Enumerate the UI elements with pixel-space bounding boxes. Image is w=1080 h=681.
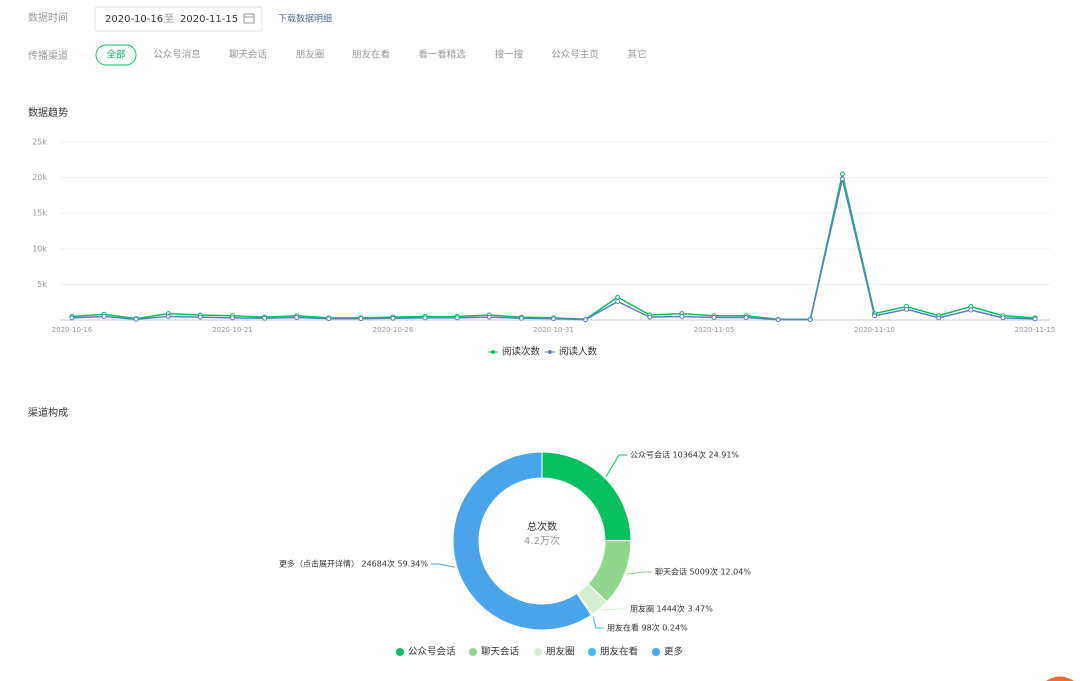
- legend-marker[interactable]: [469, 648, 477, 656]
- end-date[interactable]: 2020-11-15: [180, 14, 238, 25]
- series-point: [839, 176, 845, 182]
- date-range-box[interactable]: [94, 6, 263, 32]
- center-value: 4.2万次: [524, 534, 560, 547]
- channel-tab[interactable]: 聊天会话: [229, 49, 268, 61]
- download-link[interactable]: 下载数据明细: [278, 13, 332, 25]
- legend-label[interactable]: 朋友在看: [600, 646, 638, 658]
- leader-line: [626, 571, 652, 575]
- leader-line: [605, 454, 627, 477]
- channel-tab[interactable]: 公众号主页: [551, 49, 599, 61]
- y-tick-label: 25k: [32, 138, 47, 147]
- channel-tab[interactable]: 朋友圈: [296, 49, 325, 61]
- y-tick-label: 15k: [32, 209, 47, 218]
- series-point: [518, 315, 524, 321]
- x-tick-label: 2020-10-16: [52, 326, 93, 334]
- y-tick-label: 10k: [32, 244, 47, 253]
- series-point: [422, 315, 428, 321]
- series-point: [904, 306, 910, 312]
- series-point: [230, 315, 235, 321]
- channel-tab[interactable]: 看一看精选: [418, 49, 466, 61]
- series-point: [775, 317, 781, 323]
- series-point: [390, 315, 396, 321]
- x-tick-label: 2020-10-31: [533, 326, 574, 334]
- legend-label[interactable]: 公众号会话: [408, 646, 456, 658]
- donut-slice[interactable]: [452, 451, 592, 631]
- series-point: [454, 315, 460, 321]
- legend-label: 阅读次数: [502, 346, 541, 358]
- series-point: [711, 315, 717, 321]
- channel-tab[interactable]: 朋友在看: [352, 49, 390, 61]
- series-point: [358, 316, 364, 322]
- legend-marker: [491, 350, 495, 354]
- x-tick-label: 2020-10-21: [212, 326, 253, 334]
- series-line: [71, 178, 1036, 321]
- legend-marker[interactable]: [652, 648, 660, 656]
- legend-label[interactable]: 更多: [664, 646, 683, 658]
- legend-label: 阅读人数: [559, 346, 598, 358]
- series-point: [551, 316, 556, 322]
- time-label: 数据时间: [28, 11, 68, 24]
- section-title: 渠道构成: [28, 406, 68, 419]
- legend-marker[interactable]: [534, 648, 542, 656]
- x-tick-label: 2020-11-10: [854, 326, 895, 334]
- series-point: [486, 314, 492, 320]
- series-point: [807, 317, 813, 323]
- series-point: [1032, 316, 1038, 322]
- slice-label: 朋友圈 1444次 3.47%: [630, 604, 713, 614]
- legend-marker[interactable]: [588, 648, 596, 656]
- slice-label: 公众号会话 10364次 24.91%: [630, 450, 739, 460]
- series-point: [743, 315, 749, 321]
- x-tick-label: 2020-11-05: [694, 326, 735, 334]
- start-date[interactable]: 2020-10-16: [105, 14, 163, 25]
- series-point: [197, 314, 203, 320]
- series-line: [71, 173, 1036, 321]
- series-point: [615, 294, 621, 300]
- series-point: [294, 315, 300, 321]
- series-point: [839, 171, 845, 177]
- slice-label: 更多（点击展开详情） 24684次 59.34%: [279, 559, 428, 569]
- leader-line: [601, 608, 627, 611]
- leader-line: [431, 563, 455, 568]
- x-tick-label: 2020-10-26: [373, 326, 414, 334]
- section-title: 数据趋势: [28, 106, 68, 119]
- calendar-icon[interactable]: [243, 13, 255, 24]
- x-tick-label: 2020-11-15: [1015, 326, 1056, 334]
- legend-label[interactable]: 聊天会话: [481, 646, 520, 658]
- channel-label: 传播渠道: [28, 49, 68, 62]
- y-tick-label: 5k: [37, 280, 47, 289]
- series-point: [101, 313, 107, 319]
- series-point: [679, 313, 685, 319]
- series-point: [583, 317, 589, 323]
- series-point: [1000, 315, 1006, 321]
- channel-tab[interactable]: 公众号消息: [153, 49, 201, 61]
- legend-marker: [548, 350, 552, 354]
- legend-marker[interactable]: [396, 648, 404, 656]
- series-point: [165, 313, 171, 319]
- series-point: [326, 316, 332, 322]
- series-point: [647, 314, 653, 320]
- channel-tab-active[interactable]: [95, 44, 137, 66]
- channel-tab[interactable]: 其它: [627, 49, 646, 61]
- series-point: [69, 315, 75, 321]
- legend-label[interactable]: 朋友圈: [546, 646, 575, 658]
- series-point: [262, 315, 268, 321]
- slice-label: 聊天会话 5009次 12.04%: [655, 567, 751, 577]
- corner-widget[interactable]: [1046, 676, 1074, 681]
- series-point: [615, 298, 621, 304]
- slice-label: 朋友在看 98次 0.24%: [607, 623, 688, 633]
- leader-line: [592, 616, 604, 629]
- center-label: 总次数: [527, 520, 557, 533]
- series-point: [872, 313, 877, 319]
- series-point: [936, 315, 942, 321]
- channel-tab[interactable]: 搜一搜: [495, 49, 524, 61]
- series-point: [133, 316, 139, 322]
- channel-tab[interactable]: 全部: [106, 49, 125, 61]
- series-point: [968, 307, 974, 313]
- date-separator: 至: [164, 13, 174, 25]
- y-tick-label: 20k: [32, 173, 47, 182]
